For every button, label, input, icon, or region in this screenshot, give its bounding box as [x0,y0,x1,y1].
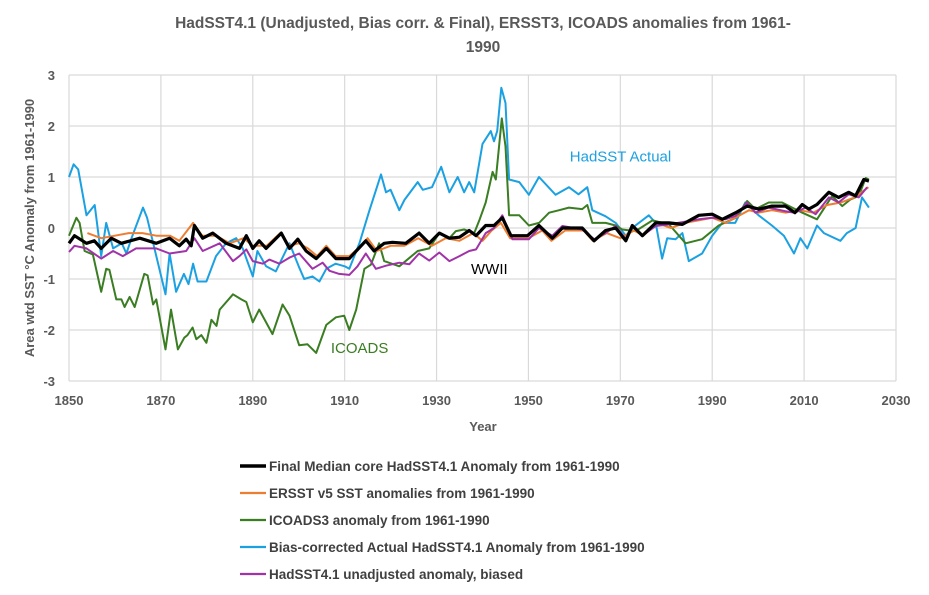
legend-label: HadSST4.1 unadjusted anomaly, biased [269,567,523,582]
series-line-0 [67,177,870,261]
x-tick-label: 2010 [790,393,819,408]
x-tick-label: 1910 [330,393,359,408]
y-tick-label: -3 [43,374,55,389]
legend-label: ERSST v5 SST anomalies from 1961-1990 [269,486,535,501]
x-tick-label: 1870 [146,393,175,408]
legend-item: ERSST v5 SST anomalies from 1961-1990 [240,486,535,501]
x-tick-label: 1990 [698,393,727,408]
y-tick-label: 3 [48,68,55,83]
legend-label: Final Median core HadSST4.1 Anomaly from… [269,459,620,474]
chart-title-line-2: 1990 [466,39,500,56]
x-tick-label: 2030 [882,393,911,408]
legend: Final Median core HadSST4.1 Anomaly from… [240,459,645,582]
y-tick-label: 1 [48,170,55,185]
x-tick-label: 1930 [422,393,451,408]
legend-item: Bias-corrected Actual HadSST4.1 Anomaly … [240,540,645,555]
x-tick-label: 1970 [606,393,635,408]
chart-title-line-1: HadSST4.1 (Unadjusted, Bias corr. & Fina… [175,15,791,32]
series-line-2 [68,117,870,354]
series-lines [67,86,870,354]
annotation-label: HadSST Actual [570,149,671,166]
series-line-4 [68,186,868,276]
legend-label: Bias-corrected Actual HadSST4.1 Anomaly … [269,540,645,555]
y-axis-title: Area wtd SST °C Anomaly from 1961-1990 [22,99,37,357]
x-tick-label: 1950 [514,393,543,408]
y-tick-label: -2 [43,323,55,338]
x-tick-label: 1850 [55,393,84,408]
legend-label: ICOADS3 anomaly from 1961-1990 [269,513,490,528]
y-tick-label: -1 [43,272,55,287]
x-tick-label: 1890 [238,393,267,408]
series-line-3 [68,86,870,296]
annotation-label: ICOADS [331,340,389,357]
tick-labels: 1850 1870 1890 1910 1930 1950 1970 1990 2010 2030… [43,68,910,408]
y-tick-label: 0 [48,221,55,236]
legend-item: Final Median core HadSST4.1 Anomaly from… [240,459,620,474]
y-tick-label: 2 [48,119,55,134]
x-axis-title: Year [469,419,496,434]
legend-item: HadSST4.1 unadjusted anomaly, biased [240,567,523,582]
annotation-label: WWII [471,261,508,278]
legend-item: ICOADS3 anomaly from 1961-1990 [240,513,490,528]
annotations: HadSST Actual ICOADS WWII [331,149,671,357]
